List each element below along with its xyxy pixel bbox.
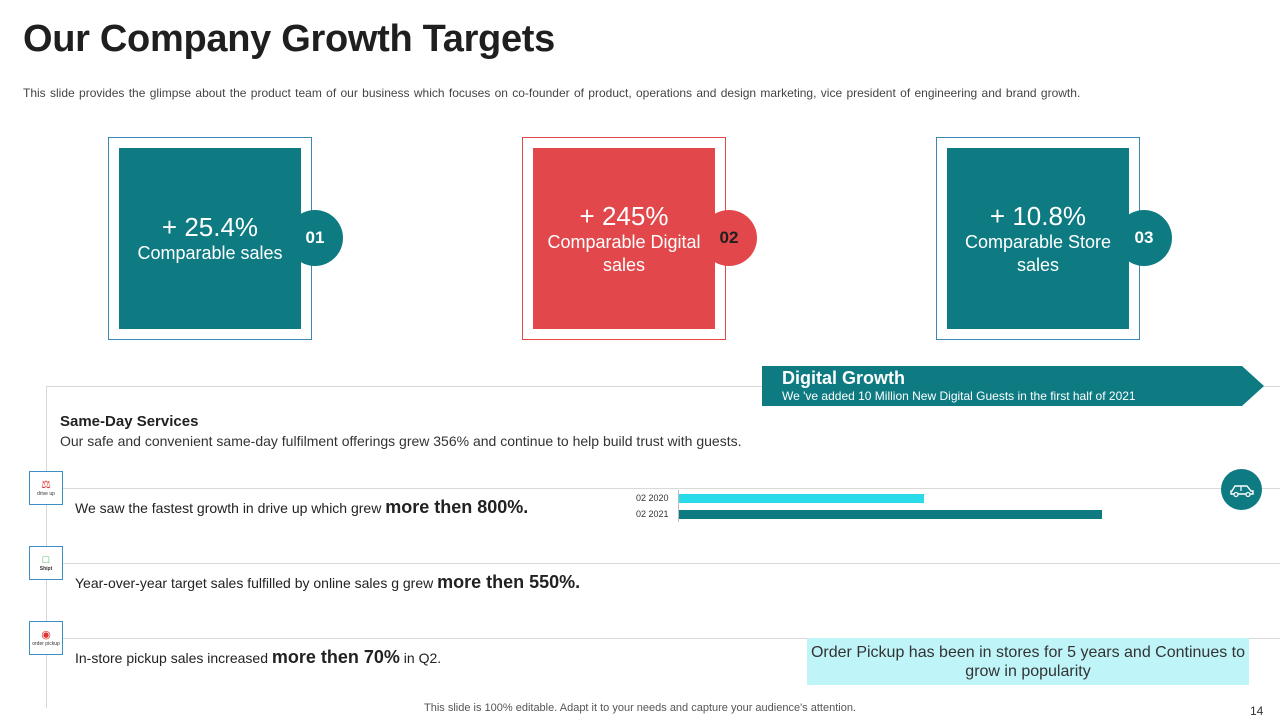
metric-card-3-value: + 10.8% [989,200,1087,231]
car-icon-graphic [1229,484,1254,497]
digital-growth-banner: Digital Growth We 've added 10 Million N… [762,366,1264,406]
row-3-lead: In-store pickup sales increased [75,650,272,666]
row-1-text: We saw the fastest growth in drive up wh… [75,497,528,518]
row-3-tail: in Q2. [399,650,442,666]
bar-chart-axis [678,490,679,522]
metric-card-1-square: + 25.4% Comparable sales [119,148,301,329]
metric-card-1-value: + 25.4% [161,212,259,242]
row-1-highlight: more then 800%. [385,497,529,517]
page-number: 14 [1250,704,1264,718]
metric-card-1-label: Comparable sales [137,243,283,263]
shipt-icon: □ Shipt [29,546,63,580]
drive-up-icon-caption: drive up [37,490,55,497]
bar-label-2020: 02 2020 [636,493,669,503]
order-pickup-note: Order Pickup has been in stores for 5 ye… [807,638,1249,685]
same-day-title: Same-Day Services [60,413,199,430]
bar-2020 [679,494,924,503]
metric-card-1-badge: 01 [287,210,343,266]
metric-card-3[interactable]: + 10.8% Comparable Store sales [936,137,1140,340]
metric-card-2[interactable]: + 245% Comparable Digital sales [522,137,726,340]
metric-card-3-badge: 03 [1116,210,1172,266]
metric-card-3-square: + 10.8% Comparable Store sales [947,148,1129,329]
metric-card-1[interactable]: + 25.4% Comparable sales [108,137,312,340]
car-icon [1221,469,1262,510]
order-pickup-icon: ◉ order pickup [29,621,63,655]
metric-card-2-square: + 245% Comparable Digital sales [533,148,715,329]
row-divider [46,638,1280,639]
row-2-text: Year-over-year target sales fulfilled by… [75,572,580,593]
metric-card-2-value: + 245% [579,200,669,231]
drive-up-icon: ⚖ drive up [29,471,63,505]
banner-title: Digital Growth [782,368,905,388]
row-divider [46,563,1280,564]
bar-label-2021: 02 2021 [636,509,669,519]
metric-card-3-label: Comparable Store sales [964,231,1112,275]
banner-text: We 've added 10 Million New Digital Gues… [782,389,1136,403]
row-divider [46,488,1280,489]
metric-card-2-label: Comparable Digital sales [547,231,701,275]
same-day-text: Our safe and convenient same-day fulfilm… [60,433,742,449]
row-3-text: In-store pickup sales increased more the… [75,647,441,668]
metric-card-2-badge: 02 [701,210,757,266]
page-title: Our Company Growth Targets [23,18,555,60]
row-3-highlight: more then 70% [271,647,400,667]
footer-text: This slide is 100% editable. Adapt it to… [424,702,856,714]
panel-top-border [46,386,1280,387]
bar-2021 [679,510,1102,519]
order-pickup-icon-caption: order pickup [32,640,60,647]
row-2-lead: Year-over-year target sales fulfilled by… [75,575,438,591]
page-subtitle: This slide provides the glimpse about th… [23,86,1081,100]
shipt-icon-caption: Shipt [39,565,53,572]
row-1-lead: We saw the fastest growth in drive up wh… [75,500,386,516]
row-2-highlight: more then 550%. [437,572,581,592]
